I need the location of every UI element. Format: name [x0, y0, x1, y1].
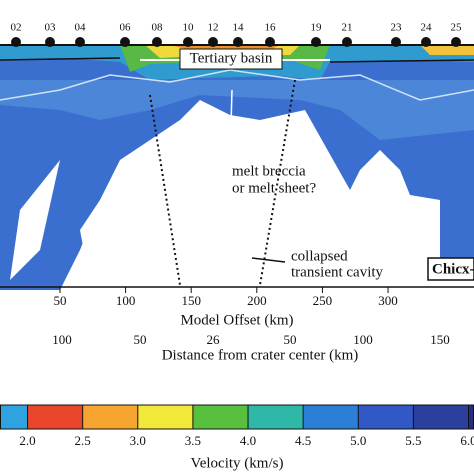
colorbar-segment: [192, 405, 249, 429]
colorbar-tick-label: 5.5: [405, 433, 421, 448]
station-label: 25: [451, 22, 463, 34]
tick-label: 26: [207, 332, 221, 347]
station-marker: [208, 37, 218, 47]
colorbar-segment: [248, 405, 304, 429]
colorbar-tick-label: 4.5: [295, 433, 311, 448]
station-label: 12: [208, 22, 219, 34]
colorbar-segment: [303, 405, 359, 429]
annotation: transient cavity: [291, 264, 384, 280]
tick-label: 100: [52, 332, 72, 347]
station-label: 06: [120, 22, 132, 34]
annotation: Chicx-: [432, 261, 474, 277]
tick-label: 250: [313, 293, 333, 308]
colorbar-segment: [137, 405, 193, 429]
colorbar-segment: [27, 405, 83, 429]
station-label: 04: [75, 22, 87, 34]
station-marker: [183, 37, 193, 47]
annotation: or melt sheet?: [232, 180, 316, 196]
station-label: 16: [265, 22, 277, 34]
station-marker: [421, 37, 431, 47]
station-label: 23: [391, 22, 403, 34]
tick-label: 100: [353, 332, 373, 347]
station-marker: [45, 37, 55, 47]
tick-label: 150: [430, 332, 450, 347]
station-label: 14: [233, 22, 245, 34]
station-marker: [152, 37, 162, 47]
colorbar-tick-label: 6.0: [460, 433, 474, 448]
annotation: melt breccia: [232, 163, 306, 179]
station-marker: [120, 37, 130, 47]
station-label: 10: [183, 22, 195, 34]
station-marker: [342, 37, 352, 47]
colorbar-tick-label: 5.0: [350, 433, 366, 448]
colorbar-tick-label: 2.0: [19, 433, 35, 448]
tick-label: 50: [284, 332, 297, 347]
tick-label: 50: [134, 332, 147, 347]
colorbar-segment: [413, 405, 469, 429]
station-marker: [311, 37, 321, 47]
annotation: collapsed: [291, 248, 348, 264]
tick-label: 50: [53, 293, 66, 308]
axis-title: Model Offset (km): [180, 312, 293, 328]
station-label: 21: [342, 22, 353, 34]
colorbar-segment: [358, 405, 414, 429]
colorbar-segment: [0, 405, 28, 429]
station-label: 08: [152, 22, 164, 34]
station-marker: [391, 37, 401, 47]
axis-title: Distance from crater center (km): [162, 347, 359, 363]
station-label: 24: [421, 22, 433, 34]
tick-label: 100: [116, 293, 136, 308]
station-label: 19: [311, 22, 323, 34]
tick-label: 300: [378, 293, 398, 308]
station-marker: [11, 37, 21, 47]
annotation: Tertiary basin: [190, 50, 273, 66]
colorbar-segment: [82, 405, 138, 429]
tick-label: 200: [247, 293, 267, 308]
colorbar-title: Velocity (km/s): [191, 455, 284, 471]
colorbar-tick-label: 3.0: [130, 433, 146, 448]
colorbar-segment: [468, 405, 474, 429]
station-label: 02: [11, 22, 22, 34]
colorbar-tick-label: 3.5: [185, 433, 201, 448]
tick-label: 150: [181, 293, 201, 308]
station-label: 03: [45, 22, 57, 34]
colorbar-tick-label: 4.0: [240, 433, 256, 448]
station-marker: [233, 37, 243, 47]
station-marker: [265, 37, 275, 47]
station-marker: [451, 37, 461, 47]
colorbar-tick-label: 2.5: [75, 433, 91, 448]
station-marker: [75, 37, 85, 47]
